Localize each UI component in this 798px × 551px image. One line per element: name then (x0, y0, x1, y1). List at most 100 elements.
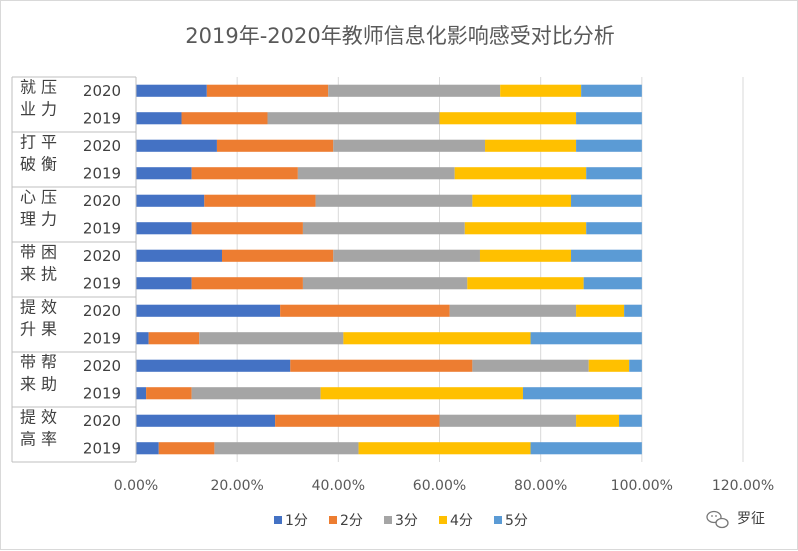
watermark: 罗征 (706, 510, 765, 529)
bar-segment (576, 414, 620, 427)
legend-item: 4分 (439, 513, 473, 529)
group-label-char: 打 (20, 133, 36, 152)
group-label-char: 平 (41, 133, 57, 152)
x-tick-label: 80.00% (514, 478, 567, 494)
bar-segment (191, 167, 298, 180)
bar-segment (464, 222, 587, 235)
bar-segment (136, 194, 205, 207)
bar-segment (586, 167, 642, 180)
group-label-char: 困 (41, 243, 57, 262)
x-tick-label: 20.00% (210, 478, 263, 494)
bar-segment (136, 442, 159, 455)
group-label-char: 力 (41, 210, 57, 229)
bar-segment (500, 84, 582, 97)
bar-segment (216, 139, 334, 152)
legend-swatch (384, 516, 392, 524)
bar-segment (136, 359, 291, 372)
bar-segment (297, 167, 455, 180)
bar-segment (530, 332, 642, 345)
legend: 1分 2分 3分 4分 5分 (274, 513, 528, 529)
bar-segment (449, 304, 577, 317)
bar-segment (302, 277, 468, 290)
bar-segment (267, 112, 440, 125)
bar-segment (221, 249, 334, 262)
bar-segment (439, 414, 577, 427)
bar-segment (472, 359, 589, 372)
legend-label: 5分 (505, 513, 528, 529)
bar-segment (583, 277, 642, 290)
y-tick-label: 2020 (83, 137, 121, 155)
bar-segment (136, 304, 281, 317)
y-tick-label: 2019 (83, 329, 121, 347)
y-tick-label: 2019 (83, 164, 121, 182)
group-label-char: 扰 (41, 265, 57, 284)
bar-segment (624, 304, 642, 317)
y-tick-label: 2020 (83, 192, 121, 210)
x-tick-label: 40.00% (312, 478, 365, 494)
y-tick-label: 2019 (83, 384, 121, 402)
y-tick-label: 2019 (83, 439, 121, 457)
y-tick-label: 2019 (83, 274, 121, 292)
bar-segment (629, 359, 642, 372)
bar-segment (581, 84, 642, 97)
bar-segment (136, 222, 192, 235)
bar-segment (146, 387, 192, 400)
bar-segment (576, 304, 625, 317)
bar-segment (467, 277, 584, 290)
bar-segment (576, 139, 642, 152)
legend-label: 4分 (450, 513, 473, 529)
bar-segment (136, 167, 192, 180)
bar-segment (619, 414, 642, 427)
group-label-char: 果 (41, 320, 57, 339)
bar-segment (290, 359, 473, 372)
legend-swatch (274, 516, 282, 524)
group-label-char: 高 (20, 430, 36, 449)
bar-segment (136, 139, 217, 152)
bar-segment (328, 84, 501, 97)
bar-segment (158, 442, 215, 455)
bar-segment (571, 194, 642, 207)
bar-segment (214, 442, 359, 455)
bar-segment (485, 139, 577, 152)
bar-segment (479, 249, 572, 262)
bar-segment (472, 194, 572, 207)
bar-segment (315, 194, 473, 207)
y-tick-label: 2020 (83, 247, 121, 265)
group-label-char: 效 (41, 408, 57, 427)
gridlines (236, 77, 744, 462)
group-label-char: 心 (20, 188, 36, 207)
group-label-char: 衡 (41, 155, 57, 174)
bars (136, 84, 642, 455)
y-tick-label: 2020 (83, 82, 121, 100)
bar-segment (522, 387, 642, 400)
bar-segment (576, 112, 642, 125)
group-label-char: 业 (20, 100, 36, 119)
bar-segment (454, 167, 587, 180)
bar-segment (586, 222, 642, 235)
bar-segment (204, 194, 316, 207)
bar-segment (136, 249, 222, 262)
group-label-char: 提 (20, 298, 36, 317)
group-label-char: 带 (20, 243, 36, 262)
group-label-char: 就 (20, 78, 36, 97)
bar-segment (181, 112, 268, 125)
bar-segment (571, 249, 642, 262)
legend-item: 5分 (494, 513, 528, 529)
bar-segment (136, 277, 192, 290)
y-tick-label: 2019 (83, 219, 121, 237)
bar-segment (191, 277, 303, 290)
bar-segment (136, 84, 207, 97)
y-tick-label: 2020 (83, 302, 121, 320)
legend-swatch (329, 516, 337, 524)
group-label-char: 压 (41, 78, 57, 97)
bar-segment (343, 332, 531, 345)
bar-segment (530, 442, 642, 455)
bar-segment (206, 84, 329, 97)
bar-segment (191, 387, 321, 400)
